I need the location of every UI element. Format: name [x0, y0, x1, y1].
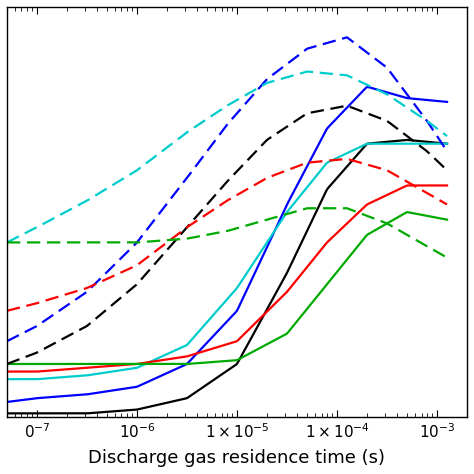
X-axis label: Discharge gas residence time (s): Discharge gas residence time (s) [89, 449, 385, 467]
